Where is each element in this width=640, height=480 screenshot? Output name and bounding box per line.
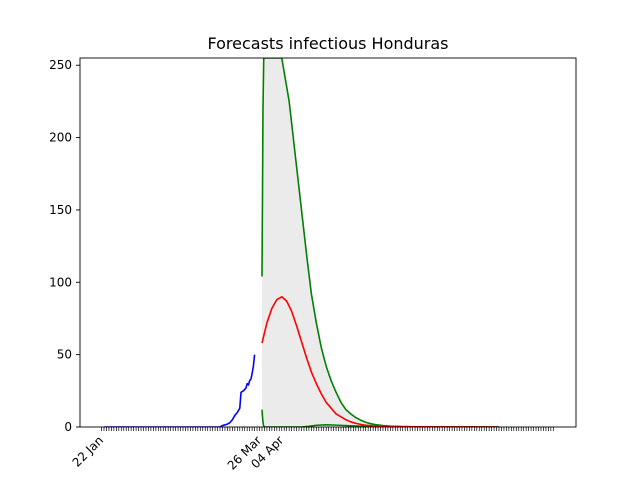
y-tick-label: 250: [49, 58, 72, 72]
confidence-band: [262, 58, 499, 427]
y-tick-label: 150: [49, 203, 72, 217]
forecast-line: [261, 295, 500, 427]
axes-frame: [79, 57, 577, 428]
upper-bound-line: [261, 58, 500, 427]
y-tick-label: 100: [49, 275, 72, 289]
chart-title: Forecasts infectious Honduras: [207, 34, 448, 53]
y-tick-label: 200: [49, 131, 72, 145]
y-tick-label: 0: [64, 420, 72, 434]
observed-line: [104, 354, 256, 427]
y-tick-label: 50: [57, 348, 72, 362]
